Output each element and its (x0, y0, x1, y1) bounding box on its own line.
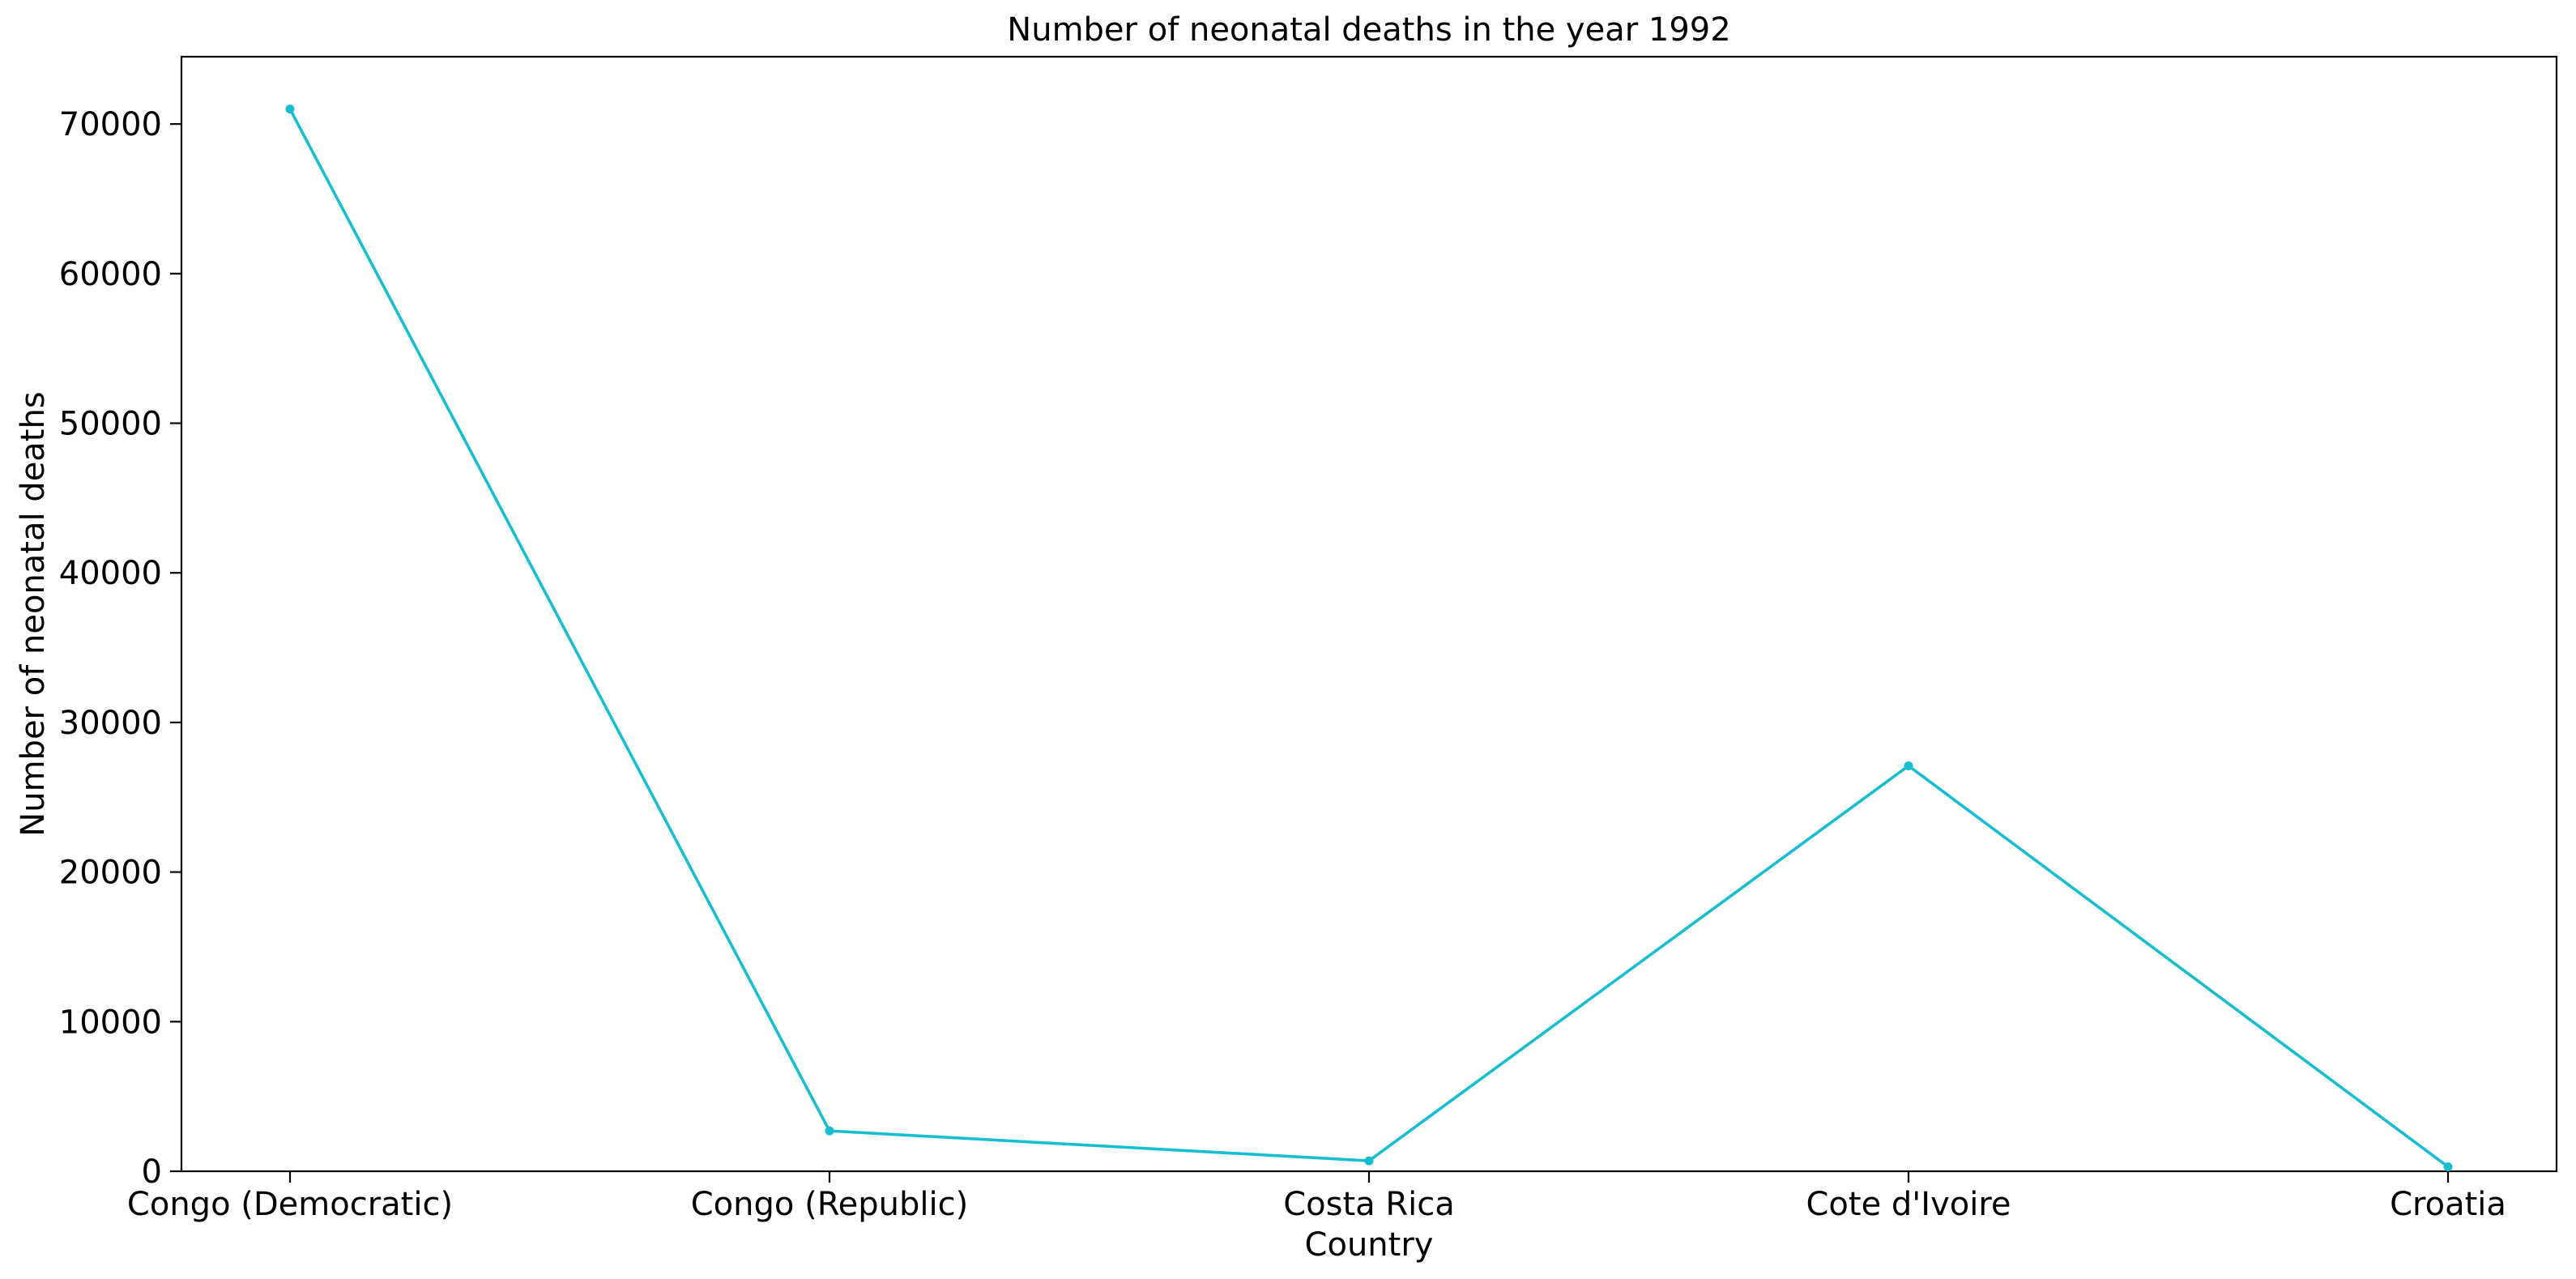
series-layer (285, 104, 2453, 1171)
y-tick-label: 10000 (59, 1004, 162, 1041)
x-tick-label: Croatia (2390, 1186, 2506, 1223)
y-tick-label: 50000 (59, 406, 162, 443)
data-point (1364, 1156, 1374, 1166)
chart-title: Number of neonatal deaths in the year 19… (1007, 11, 1730, 49)
x-tick-label: Congo (Democratic) (127, 1186, 453, 1223)
y-tick-label: 20000 (59, 855, 162, 892)
x-axis-title: Country (1305, 1226, 1434, 1264)
x-tick-label: Cote d'Ivoire (1806, 1186, 2011, 1223)
y-axis-title: Number of neonatal deaths (15, 391, 52, 836)
series-line (288, 108, 2450, 1168)
x-axis: Congo (Democratic) Congo (Republic) Costa … (127, 1171, 2506, 1223)
x-tick-label: Congo (Republic) (691, 1186, 969, 1223)
y-tick-label: 60000 (59, 256, 162, 293)
y-tick-label: 40000 (59, 555, 162, 592)
data-point (2443, 1162, 2453, 1171)
y-tick-label: 70000 (59, 106, 162, 143)
data-point (825, 1126, 834, 1136)
y-tick-label: 30000 (59, 705, 162, 742)
y-axis: 0 10000 20000 30000 40000 50000 60000 70000 (59, 106, 181, 1191)
data-point (285, 104, 295, 114)
plot-area (180, 55, 2558, 1173)
x-tick-label: Costa Rica (1283, 1186, 1455, 1223)
y-tick-label: 0 (142, 1153, 162, 1191)
data-point (1904, 761, 1913, 770)
